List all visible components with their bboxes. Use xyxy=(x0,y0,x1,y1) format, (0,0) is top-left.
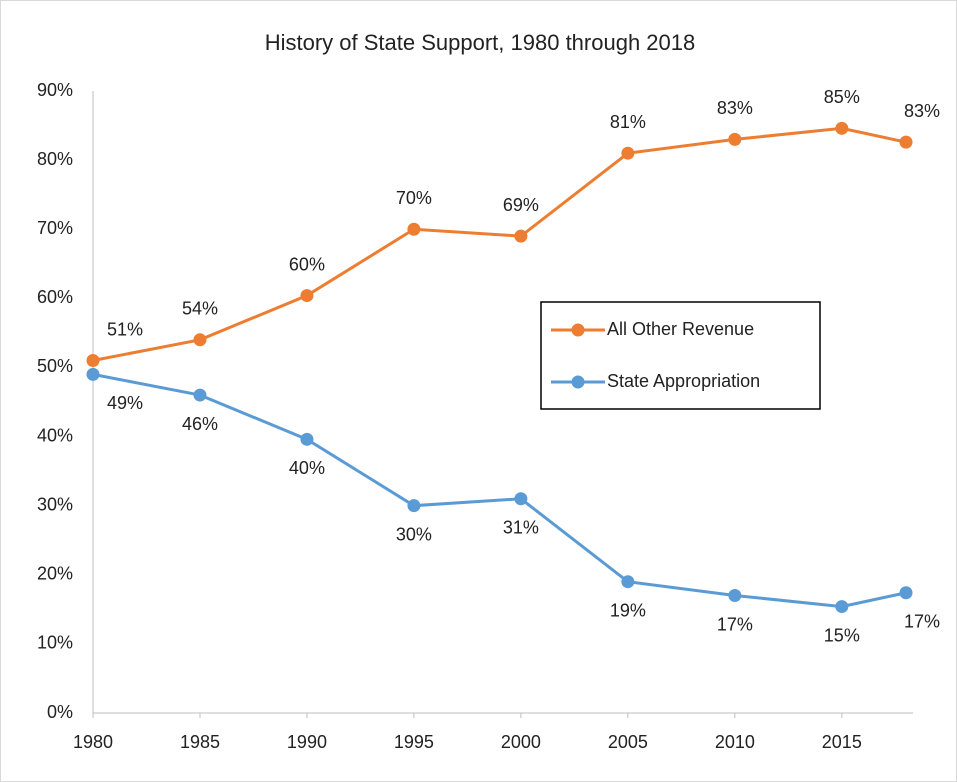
legend-marker xyxy=(571,375,585,389)
series-point xyxy=(407,499,421,513)
series-point xyxy=(193,388,207,402)
data-label: 46% xyxy=(182,414,218,434)
data-label: 40% xyxy=(289,458,325,478)
series-point xyxy=(835,121,849,135)
data-label: 17% xyxy=(904,611,940,631)
y-tick-label: 60% xyxy=(37,287,73,307)
y-tick-label: 90% xyxy=(37,80,73,100)
series-point xyxy=(193,333,207,347)
series-point xyxy=(407,222,421,236)
data-label: 31% xyxy=(503,518,539,538)
x-tick-label: 2000 xyxy=(501,732,541,752)
series-point xyxy=(514,229,528,243)
data-label: 30% xyxy=(396,524,432,544)
data-label: 54% xyxy=(182,299,218,319)
series-point xyxy=(728,589,742,603)
series-point xyxy=(899,586,913,600)
series-point xyxy=(899,135,913,149)
x-tick-label: 2005 xyxy=(608,732,648,752)
legend-label: All Other Revenue xyxy=(607,319,754,339)
y-tick-label: 80% xyxy=(37,149,73,169)
x-tick-label: 2010 xyxy=(715,732,755,752)
data-label: 17% xyxy=(717,614,753,634)
x-tick-label: 1995 xyxy=(394,732,434,752)
legend-label: State Appropriation xyxy=(607,371,760,391)
data-label: 15% xyxy=(824,625,860,645)
y-tick-label: 10% xyxy=(37,633,73,653)
legend-box xyxy=(540,301,821,410)
data-label: 81% xyxy=(610,112,646,132)
series-point xyxy=(621,146,635,160)
x-tick-label: 2015 xyxy=(822,732,862,752)
x-tick-label: 1985 xyxy=(180,732,220,752)
series-point xyxy=(300,432,314,446)
y-tick-label: 30% xyxy=(37,494,73,514)
data-label: 83% xyxy=(904,101,940,121)
data-label: 51% xyxy=(107,319,143,339)
y-tick-label: 0% xyxy=(47,702,73,722)
x-tick-label: 1990 xyxy=(287,732,327,752)
y-tick-label: 50% xyxy=(37,356,73,376)
data-label: 49% xyxy=(107,393,143,413)
y-tick-label: 70% xyxy=(37,218,73,238)
data-label: 70% xyxy=(396,188,432,208)
y-tick-label: 40% xyxy=(37,425,73,445)
series-point xyxy=(300,289,314,303)
series-point xyxy=(728,132,742,146)
data-label: 19% xyxy=(610,600,646,620)
data-label: 60% xyxy=(289,254,325,274)
data-label: 85% xyxy=(824,87,860,107)
series-point xyxy=(835,600,849,614)
series-point xyxy=(621,575,635,589)
series-point xyxy=(86,367,100,381)
series-point xyxy=(514,492,528,506)
chart-title: History of State Support, 1980 through 2… xyxy=(265,30,696,55)
series-point xyxy=(86,354,100,368)
x-tick-label: 1980 xyxy=(73,732,113,752)
legend-marker xyxy=(571,323,585,337)
y-tick-label: 20% xyxy=(37,564,73,584)
data-label: 69% xyxy=(503,195,539,215)
data-label: 83% xyxy=(717,98,753,118)
